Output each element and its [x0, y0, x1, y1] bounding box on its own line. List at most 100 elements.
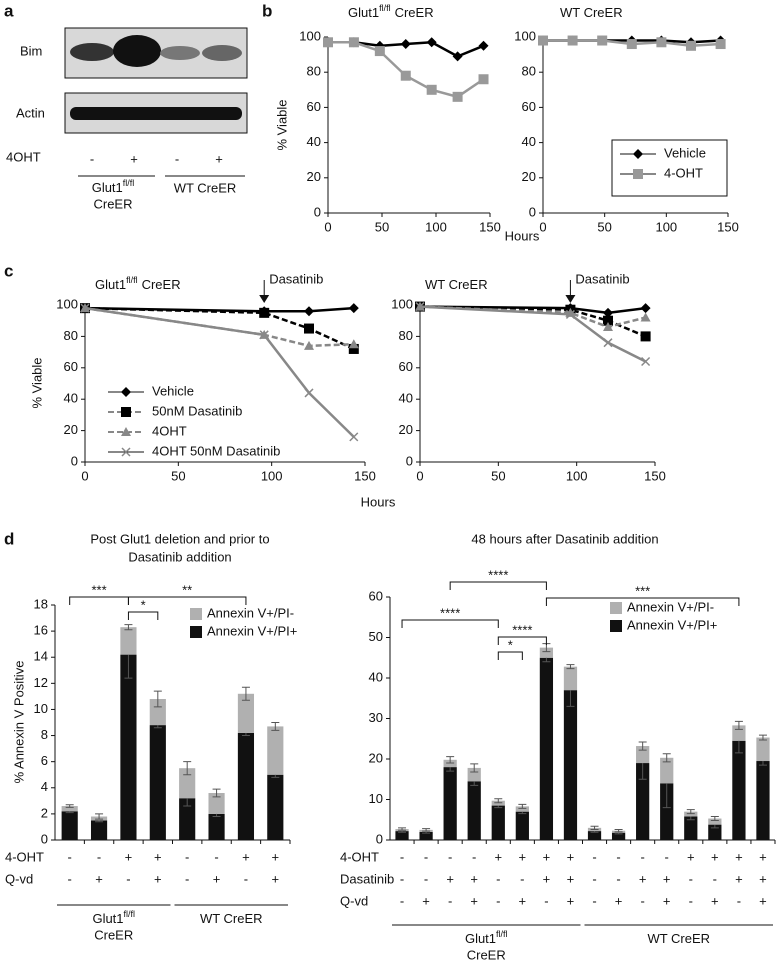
legend-swatch	[190, 626, 202, 638]
x-tick-label: 0	[416, 468, 423, 483]
marker	[478, 40, 489, 51]
bar-segment	[611, 832, 626, 840]
significance-label: **	[182, 582, 192, 597]
significance-label: *	[508, 637, 513, 652]
y-tick-label: 80	[399, 328, 413, 343]
y-tick-label: 10	[369, 791, 383, 806]
marker	[603, 338, 613, 348]
row-label: Q-vd	[340, 893, 368, 908]
legend-label: Annexin V+/PI-	[627, 599, 714, 614]
annotation: Dasatinib	[269, 271, 323, 286]
marker	[640, 312, 651, 322]
row-sign: -	[472, 849, 476, 864]
row-sign: -	[400, 849, 404, 864]
title-suffix: CreER	[142, 277, 181, 292]
y-tick-label: 10	[34, 701, 48, 716]
row-sign: +	[711, 849, 719, 864]
marker	[400, 70, 411, 81]
bar-segment	[660, 783, 674, 840]
y-tick-label: 0	[376, 831, 383, 846]
significance-bracket	[69, 596, 129, 605]
y-tick-label: 100	[391, 296, 413, 311]
marker	[633, 169, 643, 179]
legend-label: 4OHT 50nM Dasatinib	[152, 443, 280, 458]
row-sign: +	[272, 871, 280, 886]
title: Glut1fl/fl CreER	[95, 275, 181, 292]
y-tick-label: 0	[71, 453, 78, 468]
row-sign: -	[214, 849, 218, 864]
row-sign: +	[213, 871, 221, 886]
row-sign: -	[713, 871, 717, 886]
row-label: 4-OHT	[340, 849, 379, 864]
legend-label: Vehicle	[152, 383, 194, 398]
row-sign: +	[543, 849, 551, 864]
title: CreER	[94, 927, 133, 942]
chart-title: 48 hours after Dasatinib addition	[471, 531, 658, 546]
marker	[640, 331, 651, 342]
bar-segment	[419, 831, 433, 840]
bar-segment	[395, 831, 409, 840]
marker	[304, 388, 314, 398]
bar-segment	[563, 666, 578, 691]
significance-label: ***	[91, 582, 106, 597]
title-name: WT CreER	[647, 931, 710, 946]
x-tick-label: 100	[566, 468, 588, 483]
bar-segment	[237, 693, 255, 733]
row-sign: -	[448, 849, 452, 864]
error-bar	[686, 809, 695, 815]
row-sign: +	[95, 871, 103, 886]
group-label: WT CreER	[174, 180, 237, 195]
series-line	[419, 305, 647, 363]
blot-sign: -	[90, 151, 94, 166]
marker	[426, 84, 437, 95]
row-sign: -	[126, 871, 130, 886]
title-name: WT CreER	[560, 5, 623, 20]
row-sign: -	[68, 849, 72, 864]
y-tick-label: 60	[522, 99, 536, 114]
x-tick-label: 150	[644, 468, 666, 483]
marker	[348, 303, 359, 314]
bar-segment	[732, 740, 746, 840]
y-tick-label: 6	[41, 753, 48, 768]
marker	[641, 356, 651, 367]
bar-segment	[684, 816, 698, 840]
row-sign: -	[244, 871, 248, 886]
y-tick-label: 8	[41, 727, 48, 742]
y-tick-label: 2	[41, 805, 48, 820]
row-sign: +	[759, 871, 767, 886]
y-tick-label: 40	[399, 391, 413, 406]
marker	[452, 51, 463, 62]
row-sign: -	[616, 871, 620, 886]
title-name: WT CreER	[200, 911, 263, 926]
row-sign: -	[68, 871, 72, 886]
bar-segment	[208, 813, 225, 840]
marker	[80, 303, 90, 313]
row-sign: +	[759, 849, 767, 864]
marker	[400, 39, 411, 50]
row-sign: +	[735, 871, 743, 886]
x-tick-label: 0	[539, 219, 546, 234]
x-tick-label: 0	[324, 219, 331, 234]
error-bar	[95, 813, 104, 820]
marker	[603, 315, 613, 326]
bar-segment	[708, 824, 722, 840]
bar-segment	[120, 627, 137, 655]
y-tick-label: 50	[369, 629, 383, 644]
bar-segment	[237, 732, 255, 840]
error-bar	[590, 825, 599, 830]
row-sign: +	[567, 849, 575, 864]
y-tick-label: 60	[307, 99, 321, 114]
error-bar	[398, 827, 407, 831]
row-sign: -	[592, 871, 596, 886]
marker	[348, 339, 359, 349]
error-bar	[183, 761, 192, 776]
title-suffix: CreER	[395, 5, 434, 20]
title-sup: fl/fl	[379, 3, 391, 13]
title-name: Glut1	[92, 911, 123, 926]
legend-label: Annexin V+/PI+	[627, 617, 717, 632]
series-line	[84, 306, 354, 313]
row-sign: -	[640, 893, 644, 908]
marker	[452, 91, 463, 102]
title: WT CreER	[425, 277, 488, 292]
